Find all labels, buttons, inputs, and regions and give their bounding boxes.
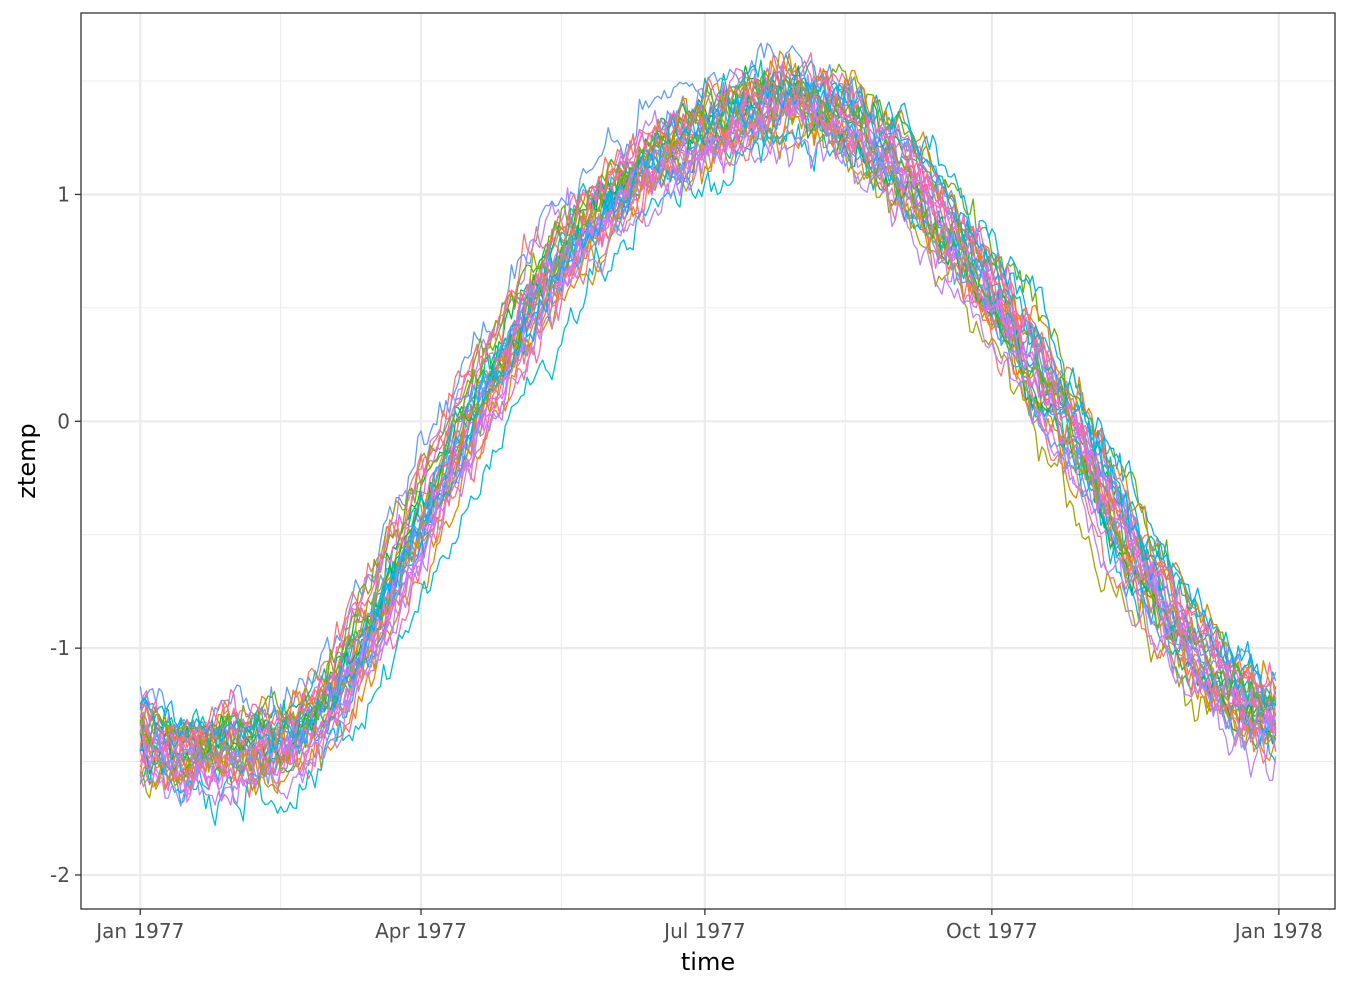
y-tick-label: -2 (50, 863, 70, 887)
series-line (139, 59, 1276, 756)
series-line (140, 123, 1276, 827)
series-line (139, 74, 1277, 750)
y-axis-title: ztemp (13, 423, 41, 498)
series-line (139, 100, 1277, 806)
x-tick-label: Oct 1977 (946, 919, 1038, 943)
series-line (139, 52, 1277, 753)
x-axis: Jan 1977 Apr 1977 Jul 1977 Oct 1977 Jan 1978 (94, 909, 1323, 943)
x-tick-label: Jul 1977 (662, 919, 745, 943)
x-tick-label: Apr 1977 (375, 919, 467, 943)
panel-border (80, 12, 1336, 910)
y-tick-label: 1 (57, 182, 70, 206)
series-group (139, 42, 1277, 827)
y-tick-label: -1 (50, 636, 70, 660)
y-axis: -2 -1 0 1 (50, 182, 81, 887)
x-tick-label: Jan 1978 (1233, 919, 1323, 943)
x-axis-title: time (681, 948, 735, 976)
x-tick-label: Jan 1977 (94, 919, 184, 943)
series-line (139, 130, 1277, 807)
y-tick-label: 0 (57, 409, 70, 433)
series-line (139, 69, 1277, 760)
